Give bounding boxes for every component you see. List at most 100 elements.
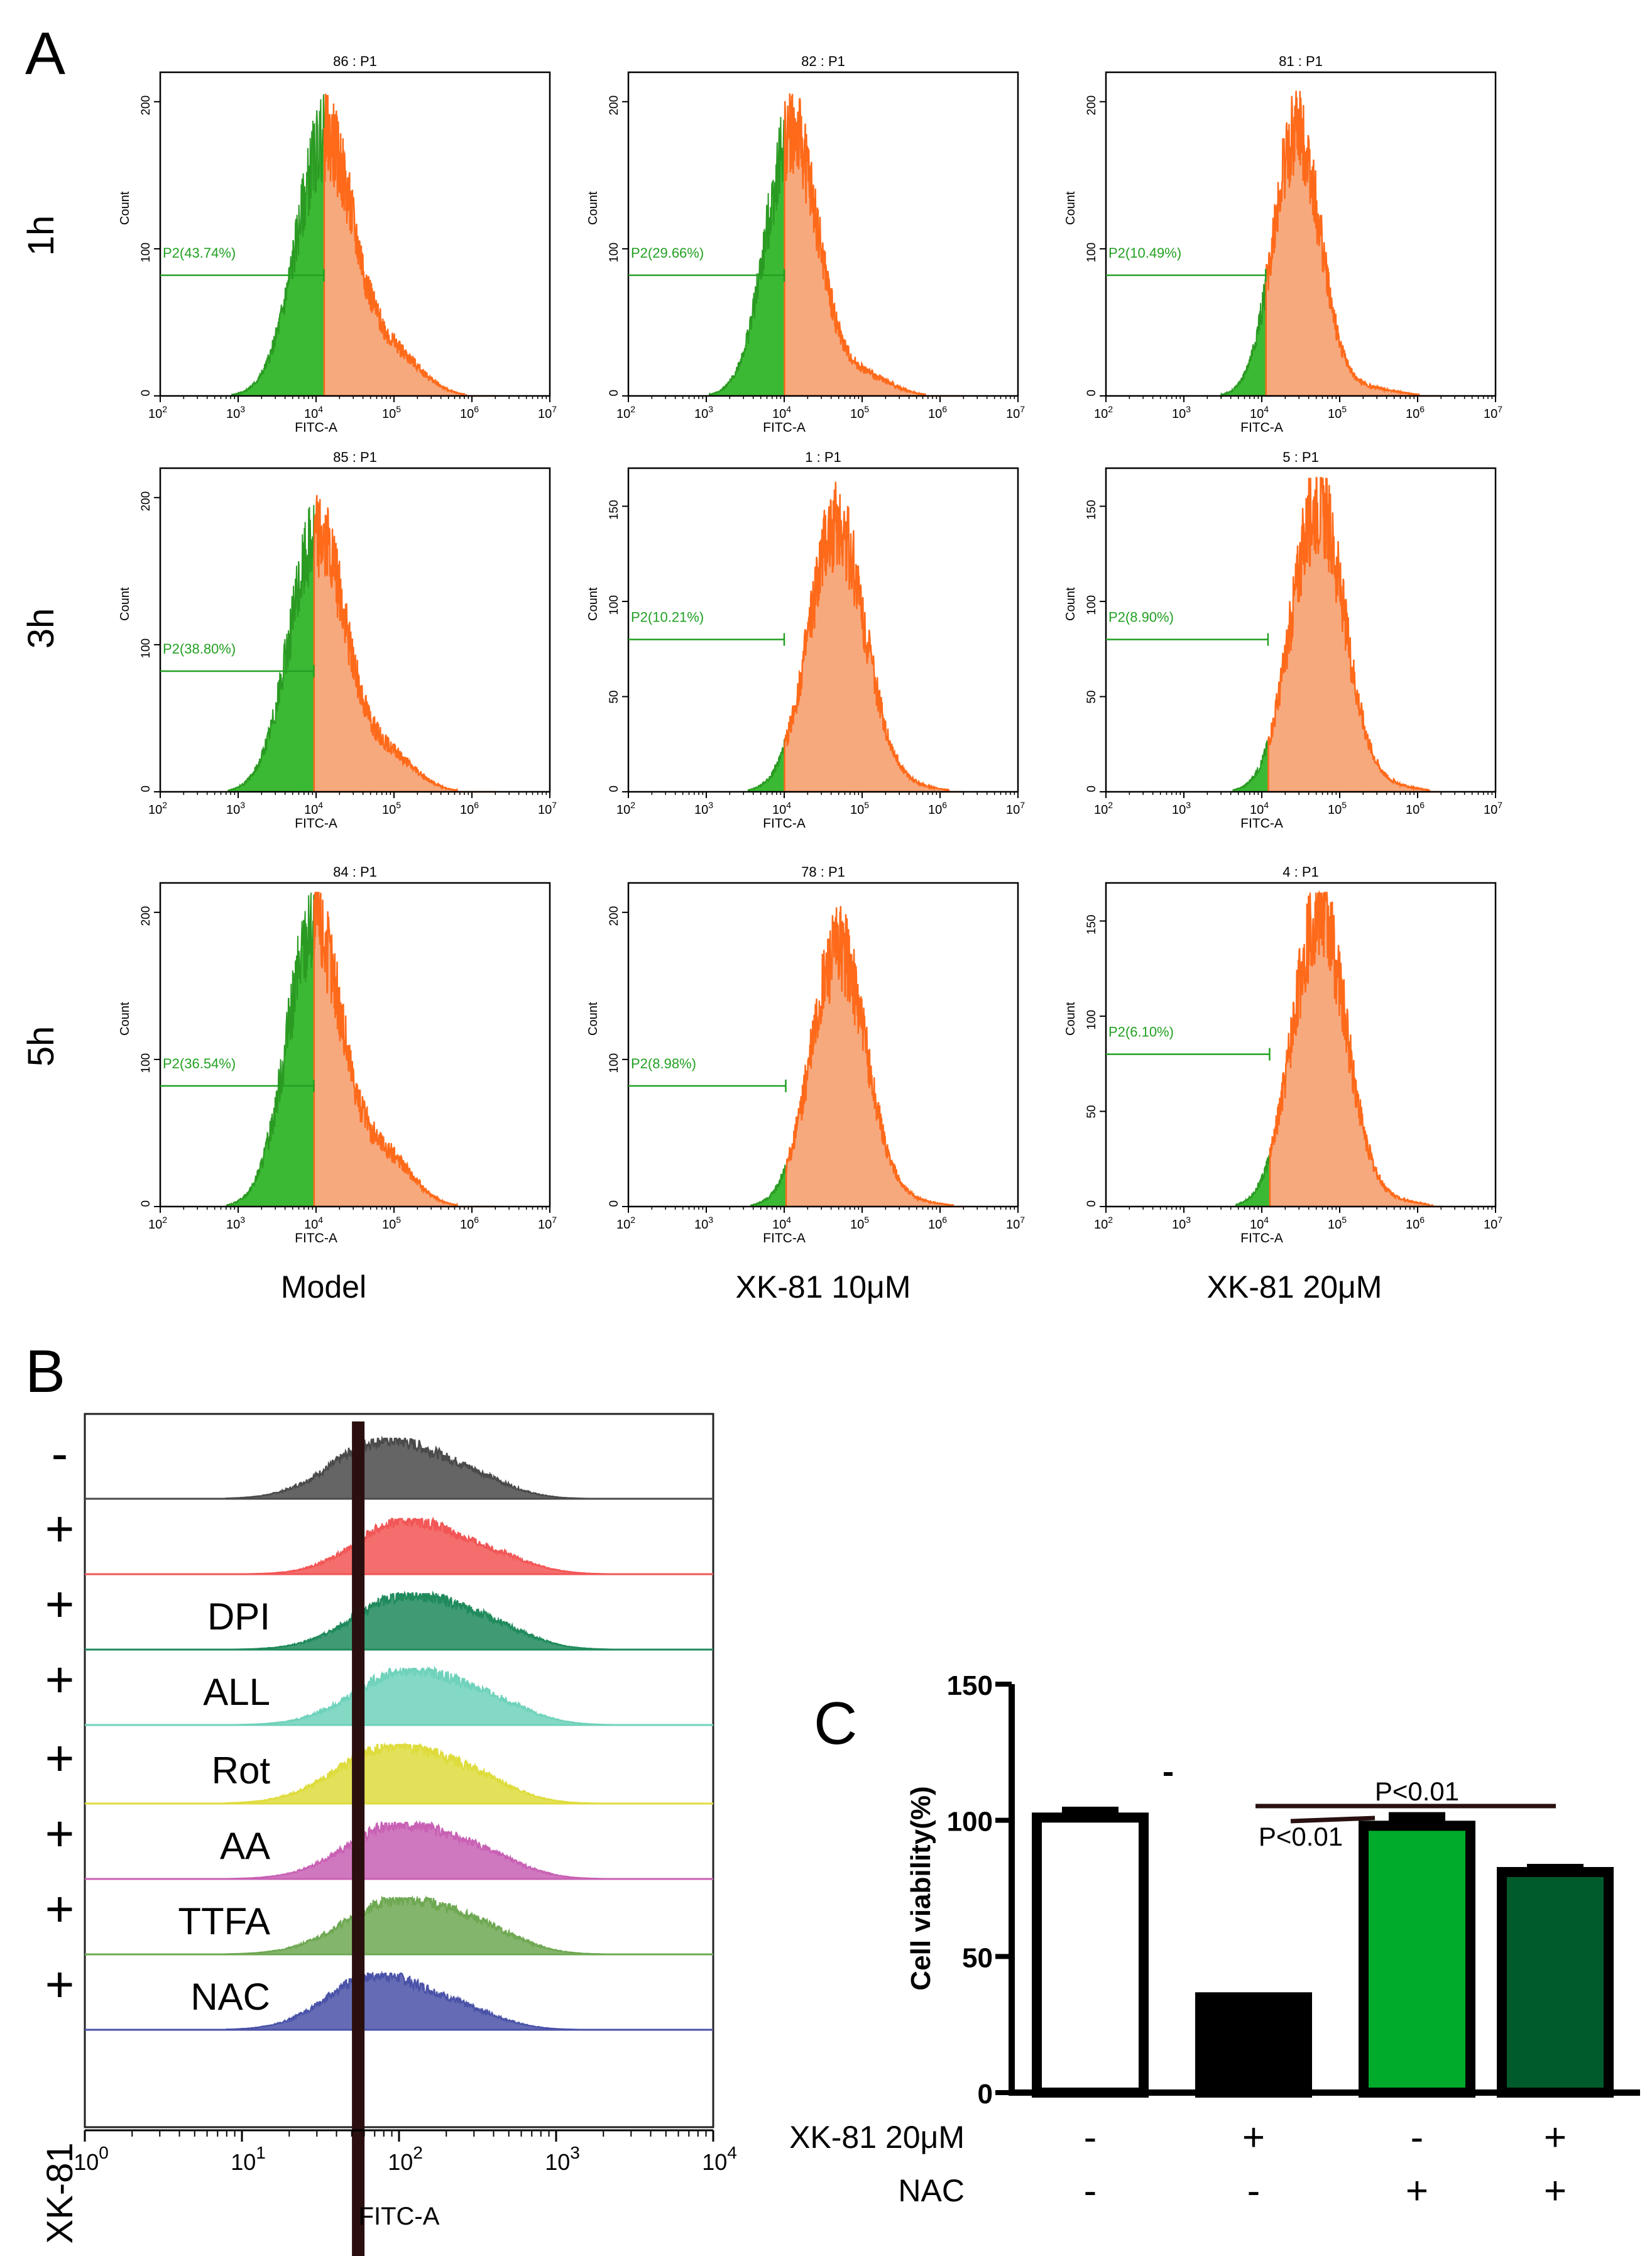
x-tick-exponent: 4 — [727, 2143, 737, 2162]
x-tick-exponent: 6 — [942, 1215, 947, 1225]
y-axis-label: Count — [586, 587, 600, 621]
gate-label: P2(43.74%) — [163, 245, 236, 261]
x-tick-base: 10 — [1328, 1218, 1342, 1232]
factor-sign: - — [1084, 2169, 1097, 2213]
panel-label-b: B — [25, 1338, 65, 1405]
x-tick-exponent: 5 — [396, 800, 401, 810]
error-bar — [1527, 1864, 1584, 1872]
x-tick-label: 102 — [616, 1215, 635, 1232]
y-axis-label: Count — [1064, 1002, 1078, 1036]
overlay-histogram — [225, 1435, 650, 1500]
x-tick-base: 10 — [538, 1218, 552, 1232]
x-tick-base: 10 — [1250, 1218, 1264, 1232]
x-tick-exponent: 3 — [708, 404, 713, 414]
x-axis-label: FITC-A — [1240, 420, 1283, 435]
x-tick-base: 10 — [1406, 407, 1420, 421]
stacked-histogram-row-3: + DPI — [45, 1576, 713, 1651]
gated-population-area — [1152, 738, 1269, 792]
plot-title: 82 : P1 — [801, 53, 845, 69]
plot-title: 81 : P1 — [1279, 53, 1323, 69]
y-tick-label: 100 — [1085, 1010, 1098, 1030]
x-tick-exponent: 4 — [1264, 1215, 1269, 1225]
x-tick-base: 10 — [382, 407, 396, 421]
x-tick-exponent: 5 — [1342, 800, 1347, 810]
x-tick-base: 10 — [460, 1218, 474, 1232]
y-tick-label: 0 — [139, 1200, 153, 1207]
x-tick-label: 103 — [694, 404, 713, 421]
x-tick-base: 10 — [928, 407, 942, 421]
x-tick-exponent: 7 — [552, 1215, 557, 1225]
x-tick-base: 10 — [538, 803, 552, 817]
gate-label: P2(29.66%) — [631, 245, 704, 261]
x-tick-exponent: 0 — [99, 2143, 109, 2162]
x-tick-label: 100 — [74, 2143, 109, 2175]
x-tick-label: 107 — [538, 1215, 557, 1232]
x-tick-base: 10 — [382, 803, 396, 817]
plot-frame — [159, 71, 551, 397]
x-axis-label: FITC-A — [763, 1231, 806, 1246]
x-tick-label: 107 — [1006, 404, 1025, 421]
y-tick-label: 0 — [1085, 1200, 1098, 1207]
x-tick-label: 105 — [850, 404, 869, 421]
x-tick-label: 102 — [148, 404, 167, 421]
x-tick-label: 106 — [928, 404, 947, 421]
x-tick-label: 104 — [1250, 404, 1269, 421]
y-tick-label: 200 — [608, 96, 621, 116]
x-tick-base: 10 — [1006, 1218, 1020, 1232]
gated-population-area — [675, 739, 785, 792]
x-tick-exponent: 6 — [1420, 404, 1425, 414]
treatment-sign: + — [45, 1956, 75, 2012]
x-tick-label: 105 — [382, 1215, 401, 1232]
x-tick-label: 106 — [1406, 404, 1425, 421]
inhibitor-label: TTFA — [178, 1900, 270, 1942]
col-label-xk81-10: XK-81 10μM — [736, 1269, 911, 1305]
x-tick-exponent: 7 — [552, 800, 557, 810]
factor-sign: - — [1084, 2116, 1097, 2159]
y-tick-label: 0 — [1085, 390, 1098, 397]
plot-frame — [1105, 467, 1497, 793]
gated-population-area — [1152, 1147, 1271, 1207]
x-tick-exponent: 3 — [708, 1215, 713, 1225]
y-tick-label: 100 — [947, 1807, 993, 1837]
x-tick-exponent: 2 — [630, 800, 635, 810]
x-tick-exponent: 2 — [630, 404, 635, 414]
y-axis-label: Count — [118, 191, 132, 225]
x-tick-base: 10 — [928, 1218, 942, 1232]
gate-label: P2(10.21%) — [631, 610, 704, 625]
ungated-population-area — [784, 93, 964, 397]
x-tick-exponent: 7 — [1020, 800, 1025, 810]
y-tick-label: 0 — [608, 786, 621, 792]
plot-frame — [1105, 71, 1497, 397]
panel-a-histogram-grid: 1h 3h 5h Model XK-81 10μM XK-81 20μM 86 … — [21, 53, 1502, 1305]
x-tick-exponent: 5 — [864, 800, 869, 810]
y-tick-label: 150 — [1085, 915, 1098, 935]
y-tick-label: 0 — [139, 786, 153, 792]
y-tick-label: 0 — [1085, 786, 1098, 792]
reference-line — [352, 1421, 365, 2256]
x-tick-exponent: 3 — [240, 404, 245, 414]
x-tick-base: 10 — [1006, 407, 1020, 421]
x-tick-exponent: 3 — [708, 800, 713, 810]
gated-population-area — [675, 1164, 787, 1207]
significance-bar — [1290, 1815, 1376, 1824]
y-tick-label: 200 — [139, 491, 153, 512]
plot-title: 4 : P1 — [1283, 864, 1318, 880]
y-tick-label: 50 — [1085, 1105, 1098, 1119]
x-tick-base: 10 — [616, 1218, 630, 1232]
stacked-histogram-row-5: + Rot — [45, 1730, 713, 1805]
x-tick-label: 105 — [850, 1215, 869, 1232]
x-tick-base: 10 — [1094, 1218, 1108, 1232]
significance-label: P<0.01 — [1259, 1822, 1343, 1851]
x-tick-base: 10 — [1328, 407, 1342, 421]
x-tick-base: 10 — [1406, 803, 1420, 817]
x-tick-label: 107 — [538, 800, 557, 817]
x-tick-label: 103 — [226, 404, 245, 421]
ungated-population-area — [1265, 90, 1441, 397]
factor-sign: + — [1544, 2116, 1567, 2159]
